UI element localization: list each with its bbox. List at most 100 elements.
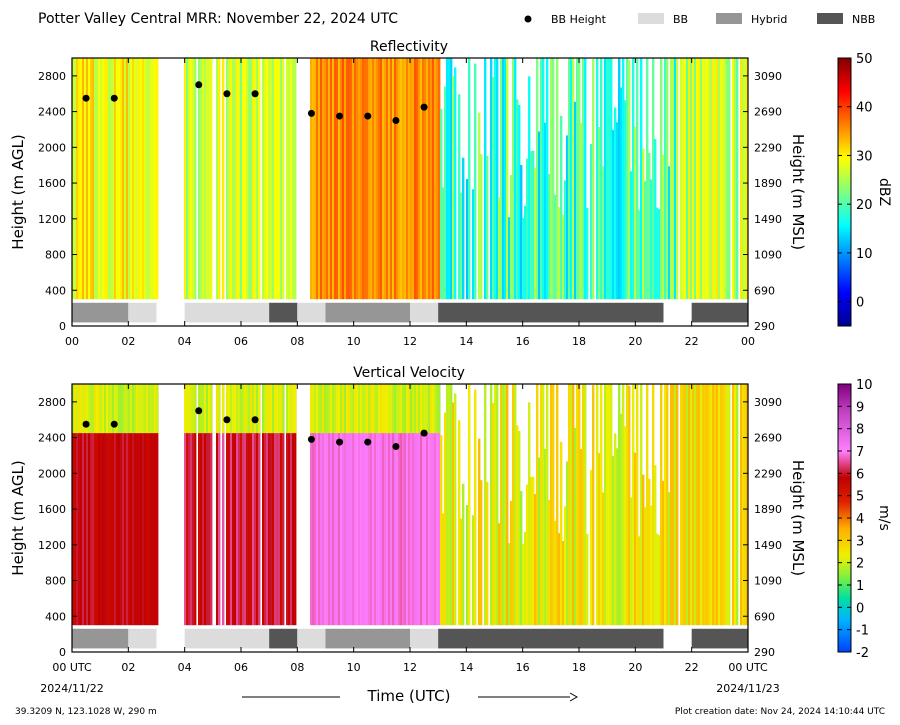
field-column	[320, 58, 323, 300]
colorbar-tick-label: 4	[856, 512, 864, 527]
field-column	[348, 58, 351, 300]
field-column	[550, 384, 553, 626]
field-column	[604, 58, 607, 300]
field-column	[668, 166, 671, 300]
field-column	[556, 384, 559, 626]
field-column	[206, 384, 209, 626]
reflectivity-ylabel-right: Height (m MSL)	[789, 134, 807, 250]
field-column	[88, 58, 91, 300]
field-column	[566, 461, 569, 626]
velocity-axes: 00 UTC 02 04 06 08 10 12 14 16 18 20 22 00 UTC 0 400 80…	[38, 384, 782, 674]
field-column	[688, 384, 691, 626]
field-column	[632, 58, 635, 300]
field-column	[198, 58, 201, 300]
field-column	[386, 384, 389, 626]
field-column	[692, 384, 695, 626]
colorbar-tick-label: -2	[856, 646, 869, 661]
field-column	[514, 58, 517, 300]
field-column-upper	[364, 384, 367, 434]
field-column-upper	[330, 384, 333, 434]
field-column	[620, 87, 623, 300]
field-column	[504, 58, 507, 300]
field-column	[502, 384, 505, 626]
bb-type-segment-bb	[297, 302, 326, 323]
x-tick-label: 10	[347, 661, 361, 674]
field-column-upper	[222, 384, 225, 434]
field-column	[352, 384, 355, 626]
field-column	[720, 384, 723, 626]
field-column	[560, 115, 563, 300]
panel-title-reflectivity: Reflectivity	[370, 39, 448, 55]
field-column	[496, 58, 499, 300]
field-column-upper	[226, 384, 229, 434]
y-tick-label-right: 290	[754, 646, 775, 659]
bb-type-segment-hybrid	[72, 628, 129, 649]
field-column	[492, 402, 495, 626]
field-column-upper	[432, 384, 435, 434]
field-column	[538, 457, 541, 626]
x-tick-label: 14	[459, 661, 473, 674]
field-column	[526, 484, 529, 626]
field-column-upper	[118, 384, 121, 434]
field-column	[150, 58, 153, 300]
x-tick-label: 04	[178, 335, 192, 348]
field-column	[688, 58, 691, 300]
legend-label-bb: BB	[673, 13, 688, 26]
field-column	[314, 384, 317, 626]
field-column-upper	[382, 384, 385, 434]
field-column	[506, 384, 509, 626]
field-column-upper	[280, 384, 283, 434]
x-tick-label: 00 UTC	[728, 661, 768, 674]
field-column	[226, 58, 229, 300]
field-column	[372, 384, 375, 626]
field-column	[310, 384, 313, 626]
x-tick-label: 14	[459, 335, 473, 348]
field-column	[336, 58, 339, 300]
field-column	[392, 58, 395, 300]
field-column	[244, 58, 247, 300]
field-column	[684, 384, 687, 626]
field-column	[272, 384, 275, 626]
field-column	[354, 384, 357, 626]
field-column	[612, 455, 615, 626]
field-column	[204, 384, 207, 626]
field-column	[110, 384, 113, 626]
field-column	[194, 58, 197, 300]
field-column	[74, 58, 77, 300]
field-column	[618, 384, 621, 626]
field-column	[454, 393, 457, 626]
field-column	[122, 58, 125, 300]
field-column-upper	[112, 384, 115, 434]
field-column	[332, 58, 335, 300]
field-column-upper	[366, 384, 369, 434]
field-column	[288, 58, 291, 300]
field-column	[184, 58, 187, 300]
field-column	[414, 58, 417, 300]
field-column	[218, 58, 221, 300]
field-column	[740, 58, 743, 300]
field-column-upper	[436, 384, 439, 434]
field-column	[114, 58, 117, 300]
field-column	[612, 129, 615, 300]
field-column	[642, 148, 645, 300]
field-column-upper	[250, 384, 253, 434]
field-column-upper	[334, 384, 337, 434]
field-column	[720, 58, 723, 300]
field-column	[370, 384, 373, 626]
field-column-upper	[188, 384, 191, 434]
field-column	[736, 58, 739, 300]
field-column	[200, 384, 203, 626]
field-column	[676, 384, 679, 626]
x-tick-label: 08	[290, 661, 304, 674]
date-end: 2024/11/23	[716, 682, 779, 695]
field-column	[466, 504, 469, 626]
field-column	[714, 384, 717, 626]
bb-height-point	[195, 81, 203, 89]
field-column-upper	[320, 384, 323, 434]
field-column-upper	[326, 384, 329, 434]
field-column	[100, 58, 103, 300]
field-column	[600, 58, 603, 300]
x-tick-label: 00	[65, 335, 79, 348]
field-column	[526, 158, 529, 300]
field-column	[330, 384, 333, 626]
